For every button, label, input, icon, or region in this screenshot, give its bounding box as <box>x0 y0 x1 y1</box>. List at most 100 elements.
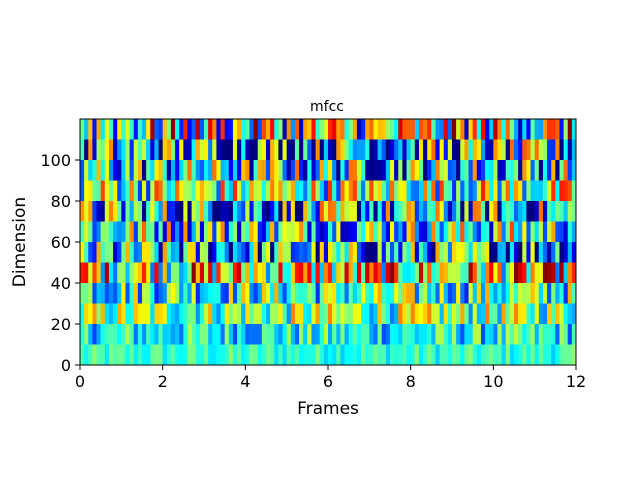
heatmap-cell <box>290 283 296 304</box>
heatmap-cell <box>538 283 544 304</box>
heatmap-cell <box>377 283 383 304</box>
heatmap-cell <box>191 324 197 345</box>
heatmap-cell <box>352 324 358 345</box>
heatmap-cell <box>567 180 573 201</box>
heatmap-cell <box>228 221 234 242</box>
heatmap-cell <box>204 242 209 263</box>
heatmap-cell <box>245 303 250 324</box>
heatmap-cell <box>166 139 172 160</box>
heatmap-cell <box>452 139 457 160</box>
heatmap-cell <box>352 139 358 160</box>
heatmap-cell <box>108 160 114 181</box>
heatmap-cell <box>551 119 556 140</box>
heatmap-cell <box>80 180 85 201</box>
heatmap-cell <box>489 201 494 222</box>
heatmap-cell <box>179 262 184 283</box>
heatmap-cell <box>104 344 110 365</box>
heatmap-cell <box>567 344 573 365</box>
heatmap-cell <box>249 262 254 283</box>
heatmap-cell <box>518 324 523 345</box>
heatmap-cell <box>356 262 362 283</box>
heatmap-cell <box>406 180 412 201</box>
heatmap-cell <box>542 283 548 304</box>
heatmap-cell <box>559 242 564 263</box>
y-tick-label: 80 <box>51 192 71 211</box>
heatmap-cell <box>571 201 577 222</box>
heatmap-cell <box>228 324 234 345</box>
heatmap-cell <box>303 283 308 304</box>
heatmap-cell <box>356 242 362 263</box>
heatmap-cell <box>567 242 573 263</box>
heatmap-cell <box>204 344 209 365</box>
heatmap-cell <box>125 242 130 263</box>
heatmap-cell <box>489 344 494 365</box>
heatmap-cell <box>348 344 354 365</box>
heatmap-cell <box>485 119 490 140</box>
heatmap-cell <box>294 283 300 304</box>
heatmap-cell <box>431 160 436 181</box>
heatmap-cell <box>460 283 465 304</box>
heatmap-cell <box>216 160 221 181</box>
heatmap-cell <box>270 221 275 242</box>
heatmap-cell <box>270 242 275 263</box>
heatmap-cell <box>526 324 531 345</box>
heatmap-cell <box>208 303 213 324</box>
heatmap-cell <box>270 201 275 222</box>
heatmap-cell <box>187 180 192 201</box>
heatmap-cell <box>237 344 242 365</box>
heatmap-cell <box>286 283 292 304</box>
heatmap-cell <box>526 119 531 140</box>
heatmap-cell <box>497 201 502 222</box>
heatmap-cell <box>241 139 246 160</box>
heatmap-cell <box>166 344 172 365</box>
heatmap-cell <box>108 344 114 365</box>
heatmap-cell <box>154 242 159 263</box>
heatmap-cell <box>216 119 221 140</box>
heatmap-cell <box>195 221 201 242</box>
heatmap-cell <box>294 344 300 365</box>
heatmap-cell <box>551 303 556 324</box>
heatmap-cell <box>278 303 283 324</box>
heatmap-cell <box>137 324 143 345</box>
heatmap-cell <box>80 303 85 324</box>
heatmap-cell <box>559 283 564 304</box>
heatmap-cell <box>447 221 453 242</box>
heatmap-cell <box>542 344 548 365</box>
heatmap-cell <box>505 139 511 160</box>
heatmap-cell <box>571 324 577 345</box>
heatmap-cell <box>456 242 461 263</box>
heatmap-cell <box>286 324 292 345</box>
heatmap-cell <box>113 221 118 242</box>
heatmap-cell <box>175 242 180 263</box>
heatmap-cell <box>121 119 126 140</box>
heatmap-cell <box>270 303 275 324</box>
heatmap-cell <box>142 119 147 140</box>
heatmap-cell <box>468 303 474 324</box>
heatmap-cell <box>253 324 259 345</box>
heatmap-cell <box>257 119 263 140</box>
heatmap-cell <box>394 324 399 345</box>
heatmap-cell <box>170 160 176 181</box>
heatmap-cell <box>125 283 130 304</box>
heatmap-cell <box>493 139 498 160</box>
heatmap-cell <box>249 180 254 201</box>
heatmap-cell <box>162 180 168 201</box>
heatmap-cell <box>538 119 544 140</box>
heatmap-cell <box>266 201 271 222</box>
heatmap-cell <box>166 303 172 324</box>
heatmap-cell <box>538 160 544 181</box>
heatmap-cell <box>435 262 440 283</box>
heatmap-cell <box>476 201 482 222</box>
heatmap-cell <box>328 242 333 263</box>
heatmap-cell <box>485 221 490 242</box>
heatmap-cell <box>146 324 151 345</box>
heatmap-cell <box>336 262 341 283</box>
heatmap-cell <box>278 283 283 304</box>
heatmap-cell <box>344 201 350 222</box>
heatmap-cell <box>418 160 424 181</box>
heatmap-cell <box>224 139 230 160</box>
heatmap-cell <box>567 119 573 140</box>
heatmap-cell <box>522 262 527 283</box>
heatmap-cell <box>435 303 440 324</box>
heatmap-cell <box>493 303 498 324</box>
